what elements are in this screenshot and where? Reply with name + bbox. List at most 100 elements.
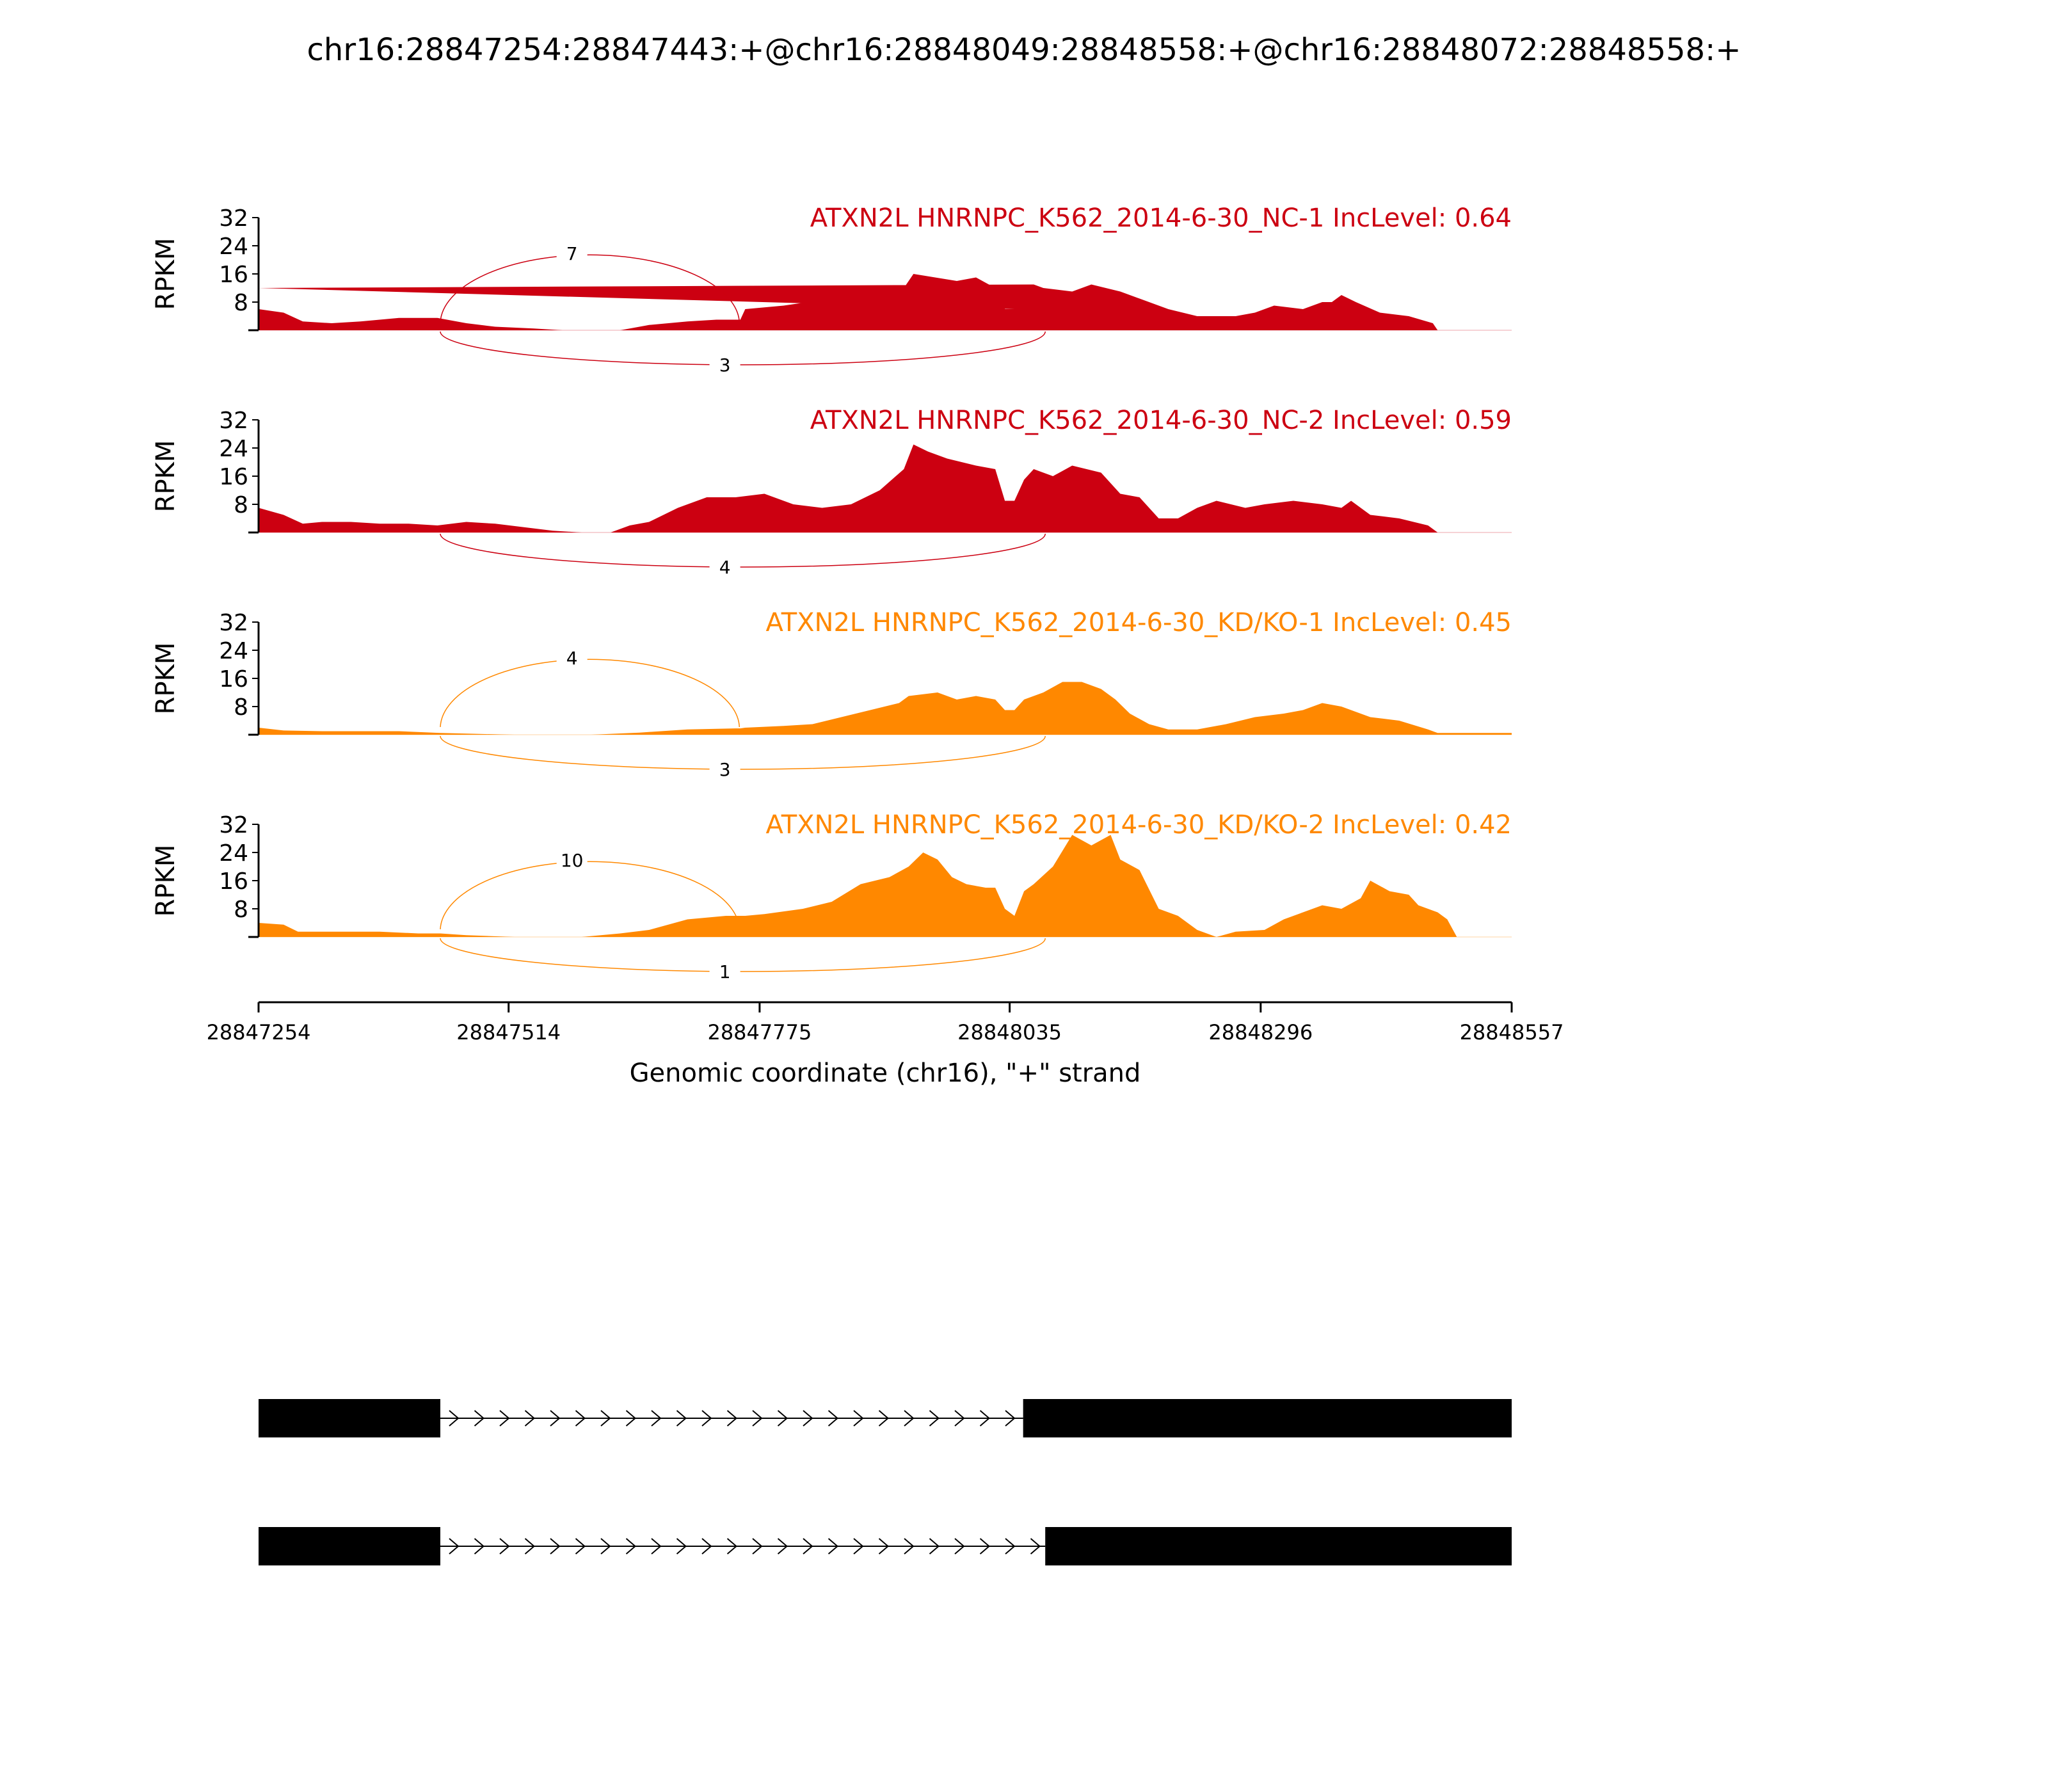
strand-arrow-icon [777, 1410, 788, 1427]
strand-arrow-icon [726, 1538, 738, 1555]
exon-block [259, 1527, 441, 1565]
strand-arrow-icon [828, 1538, 839, 1555]
x-tick-label: 28848035 [957, 1020, 1062, 1044]
strand-arrow-icon [524, 1538, 536, 1555]
coverage-area [259, 682, 1512, 735]
junction-label-bg [709, 355, 740, 376]
junction-count-label: 4 [719, 557, 731, 578]
junction-label-bg [709, 759, 740, 781]
strand-arrow-icon [752, 1538, 763, 1555]
strand-arrow-icon [904, 1410, 915, 1427]
junction-count-label: 7 [566, 243, 578, 264]
junction-arc [440, 861, 740, 930]
strand-arrow-icon [954, 1538, 965, 1555]
exon-block [1045, 1527, 1512, 1565]
y-tick-label: 32 [219, 408, 248, 434]
coverage-area [259, 835, 1512, 937]
x-tick-label: 28847775 [707, 1020, 812, 1044]
junction-count-label: 4 [566, 648, 578, 669]
y-tick-label: 24 [219, 638, 248, 664]
y-tick-label: 16 [219, 262, 248, 288]
y-tick-label: 24 [219, 436, 248, 462]
strand-arrow-icon [449, 1410, 460, 1427]
y-tick-label: 32 [219, 610, 248, 636]
strand-arrow-icon [575, 1410, 586, 1427]
strand-arrow-icon [676, 1538, 687, 1555]
strand-arrow-icon [853, 1538, 864, 1555]
strand-arrow-icon [726, 1410, 738, 1427]
y-tick-label: 16 [219, 464, 248, 490]
strand-arrow-icon [853, 1410, 864, 1427]
junction-label-bg [709, 557, 740, 579]
strand-arrow-icon [651, 1410, 662, 1427]
strand-arrow-icon [575, 1538, 586, 1555]
strand-arrow-icon [979, 1410, 991, 1427]
strand-arrow-icon [954, 1410, 965, 1427]
track-label: ATXN2L HNRNPC_K562_2014-6-30_NC-1 IncLev… [810, 204, 1512, 233]
x-tick-label: 28847254 [207, 1020, 311, 1044]
x-axis: 28847254 28847514 28847775 28848035 28848296… [207, 1001, 1564, 1088]
strand-arrow-icon [625, 1410, 637, 1427]
y-tick-label: 16 [219, 666, 248, 692]
strand-arrow-icon [929, 1538, 940, 1555]
strand-arrow-icon [1030, 1538, 1041, 1555]
strand-arrow-icon [1005, 1410, 1016, 1427]
strand-arrow-icon [904, 1538, 915, 1555]
strand-arrow-icon [701, 1538, 712, 1555]
junction-count-label: 3 [719, 355, 731, 376]
strand-arrow-icon [474, 1538, 485, 1555]
x-tick-label: 28848557 [1460, 1020, 1564, 1044]
y-axis-label: RPKM [151, 643, 180, 715]
strand-arrow-icon [550, 1538, 561, 1555]
exon-block [1023, 1399, 1512, 1437]
junction-count-label: 3 [719, 759, 731, 780]
isoform-1 [259, 1399, 1512, 1437]
isoform-structures [259, 1399, 1512, 1565]
y-tick-label: 32 [219, 205, 248, 232]
x-tick-label: 28848296 [1208, 1020, 1313, 1044]
strand-arrow-icon [979, 1538, 991, 1555]
strand-arrow-icon [474, 1410, 485, 1427]
junction-arc [440, 659, 740, 728]
y-axis-label: RPKM [151, 845, 180, 917]
strand-arrow-icon [929, 1410, 940, 1427]
figure-title: chr16:28847254:28847443:+@chr16:28848049… [307, 32, 1741, 68]
strand-arrow-icon [803, 1410, 813, 1427]
strand-arrow-icon [701, 1410, 712, 1427]
strand-arrow-icon [499, 1410, 510, 1427]
strand-arrow-icon [499, 1538, 510, 1555]
y-tick-label: 24 [219, 840, 248, 867]
strand-arrow-icon [828, 1410, 839, 1427]
track-label: ATXN2L HNRNPC_K562_2014-6-30_KD/KO-1 Inc… [765, 608, 1512, 637]
strand-arrow-icon [550, 1410, 561, 1427]
strand-arrow-icon [676, 1410, 687, 1427]
coverage-area [259, 444, 1512, 532]
y-tick-label: 24 [219, 234, 248, 260]
junction-count-label: 10 [561, 850, 584, 871]
y-axis-label: RPKM [151, 440, 180, 513]
strand-arrow-icon [600, 1538, 611, 1555]
junction-arc [440, 331, 1046, 365]
junction-arc [440, 254, 740, 323]
junction-label-bg [556, 648, 588, 669]
junction-label-bg [709, 961, 740, 983]
track-label: ATXN2L HNRNPC_K562_2014-6-30_NC-2 IncLev… [810, 406, 1512, 435]
strand-arrow-icon [752, 1410, 763, 1427]
junction-arc [440, 938, 1046, 972]
y-tick-label: 8 [234, 492, 248, 518]
strand-arrow-icon [878, 1538, 890, 1555]
y-tick-label: 32 [219, 812, 248, 838]
y-tick-label: 8 [234, 897, 248, 923]
strand-arrow-icon [600, 1410, 611, 1427]
strand-arrow-icon [878, 1410, 890, 1427]
junction-arc [440, 735, 1046, 770]
strand-arrow-icon [1005, 1538, 1016, 1555]
strand-arrow-icon [449, 1538, 460, 1555]
x-tick-label: 28847514 [456, 1020, 561, 1044]
y-axis-label: RPKM [151, 238, 180, 310]
